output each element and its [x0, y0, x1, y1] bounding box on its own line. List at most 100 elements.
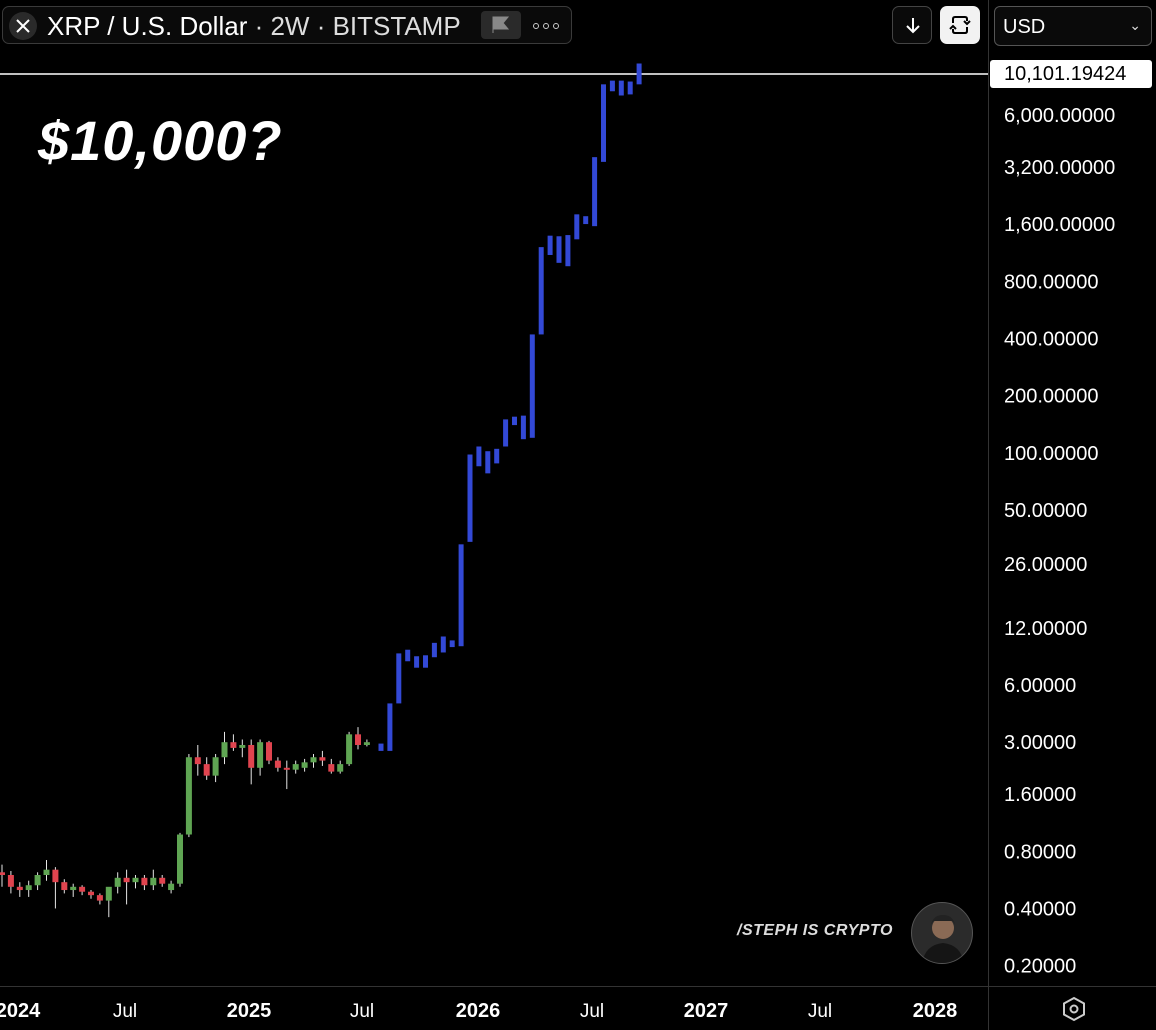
- candle-body: [257, 742, 264, 768]
- candle-body: [61, 882, 68, 891]
- candle-body: [132, 877, 139, 883]
- x-tick-label: Jul: [808, 1001, 832, 1022]
- y-tick-label: 12.00000: [1004, 618, 1087, 640]
- last-price-value: 10,101.19424: [1004, 63, 1127, 85]
- y-tick-label: 6.00000: [1004, 675, 1076, 697]
- avatar: [911, 902, 973, 964]
- projection-bar: [601, 84, 606, 162]
- currency-select[interactable]: USD ⌄: [994, 6, 1152, 46]
- candle-body: [292, 764, 299, 770]
- projection-bar: [609, 80, 615, 92]
- candle-body: [52, 869, 59, 883]
- settings-icon[interactable]: [1062, 996, 1086, 1022]
- projection-bar: [387, 703, 393, 751]
- projection-bar: [547, 235, 553, 255]
- y-tick-label: 0.80000: [1004, 841, 1076, 863]
- candle-body: [212, 757, 219, 776]
- chart-toolbar: XRP / U.S. Dollar · 2W · BITSTAMP: [0, 0, 990, 52]
- projection-bar: [627, 81, 633, 95]
- candle-body: [7, 875, 14, 887]
- candle-body: [283, 767, 290, 770]
- x-tick-label: Jul: [113, 1001, 137, 1022]
- projection-bar: [520, 415, 526, 440]
- projection-bar: [423, 655, 428, 668]
- more-icon[interactable]: [527, 11, 569, 39]
- candle-body: [230, 742, 237, 748]
- candle-body: [34, 875, 41, 886]
- candle-body: [328, 764, 335, 772]
- cycle-icon[interactable]: [940, 6, 980, 44]
- candle-body: [319, 757, 326, 761]
- symbol-title: XRP / U.S. Dollar · 2W · BITSTAMP: [47, 11, 461, 41]
- candle-body: [96, 895, 103, 901]
- candle-body: [203, 764, 210, 776]
- projection-bar: [512, 416, 517, 426]
- x-tick-label: Jul: [350, 1001, 374, 1022]
- projection-bar: [378, 743, 384, 751]
- candle-body: [105, 886, 112, 901]
- projection-bar: [476, 446, 482, 467]
- y-tick-label: 1,600.00000: [1004, 214, 1115, 236]
- candle-body: [346, 734, 353, 765]
- projection-bar: [538, 247, 544, 335]
- flag-icon[interactable]: [481, 11, 521, 39]
- x-tick-label: Jul: [580, 1001, 604, 1022]
- y-tick-label: 0.20000: [1004, 956, 1076, 978]
- candle-body: [274, 760, 281, 768]
- candle-body: [16, 886, 23, 891]
- candle-body: [43, 869, 50, 875]
- download-icon[interactable]: [892, 6, 932, 44]
- projection-bar: [494, 448, 500, 464]
- symbol-interval: · 2W · BITSTAMP: [254, 11, 461, 41]
- y-tick-label: 26.00000: [1004, 554, 1087, 576]
- candle-body: [248, 744, 255, 768]
- candle-body: [159, 877, 166, 884]
- candle-body: [221, 742, 228, 758]
- candle-body: [310, 757, 317, 763]
- projection-bar: [592, 157, 598, 227]
- currency-value: USD: [1003, 16, 1046, 38]
- candle-body: [239, 744, 246, 748]
- candle-body: [123, 877, 130, 883]
- projection-bar: [449, 640, 455, 648]
- symbol-pill[interactable]: XRP / U.S. Dollar · 2W · BITSTAMP: [2, 6, 572, 44]
- projection-bar: [485, 451, 491, 474]
- axis-divider-horizontal: [0, 986, 1156, 987]
- x-tick-label: 2026: [456, 1000, 501, 1022]
- projection-bar: [618, 80, 624, 96]
- y-tick-label: 50.00000: [1004, 500, 1087, 522]
- candle-body: [363, 742, 370, 745]
- symbol-name: XRP / U.S. Dollar: [47, 11, 248, 41]
- projection-bar: [440, 636, 446, 653]
- projection-bar: [467, 454, 473, 542]
- candle-body: [266, 742, 272, 761]
- candle-body: [70, 886, 77, 891]
- candle-body: [25, 885, 32, 891]
- x-tick-label: 2024: [0, 1000, 41, 1022]
- candle-body: [301, 762, 308, 768]
- candle-body: [168, 883, 175, 891]
- projection-bar: [574, 214, 580, 240]
- projection-bar: [636, 63, 642, 85]
- projection-bar: [503, 419, 509, 447]
- candle-body: [150, 877, 157, 886]
- close-icon[interactable]: [9, 12, 37, 40]
- x-tick-label: 2027: [684, 1000, 729, 1022]
- candle-body: [114, 877, 121, 887]
- projection-bar: [431, 642, 437, 658]
- projection-bar: [583, 216, 589, 225]
- y-tick-label: 100.00000: [1004, 443, 1099, 465]
- axis-divider-vertical: [988, 0, 989, 1030]
- projection-bar: [396, 653, 402, 704]
- y-tick-label: 0.40000: [1004, 898, 1076, 920]
- candle-body: [0, 872, 5, 875]
- projection-bar: [556, 236, 562, 263]
- y-tick-label: 400.00000: [1004, 328, 1099, 350]
- chevron-down-icon: ⌄: [1129, 17, 1141, 33]
- candle-body: [337, 764, 344, 772]
- projection-bar: [458, 544, 464, 647]
- candle-body: [88, 891, 94, 896]
- headline-text: $10,000?: [38, 109, 283, 172]
- candle-body: [79, 886, 86, 892]
